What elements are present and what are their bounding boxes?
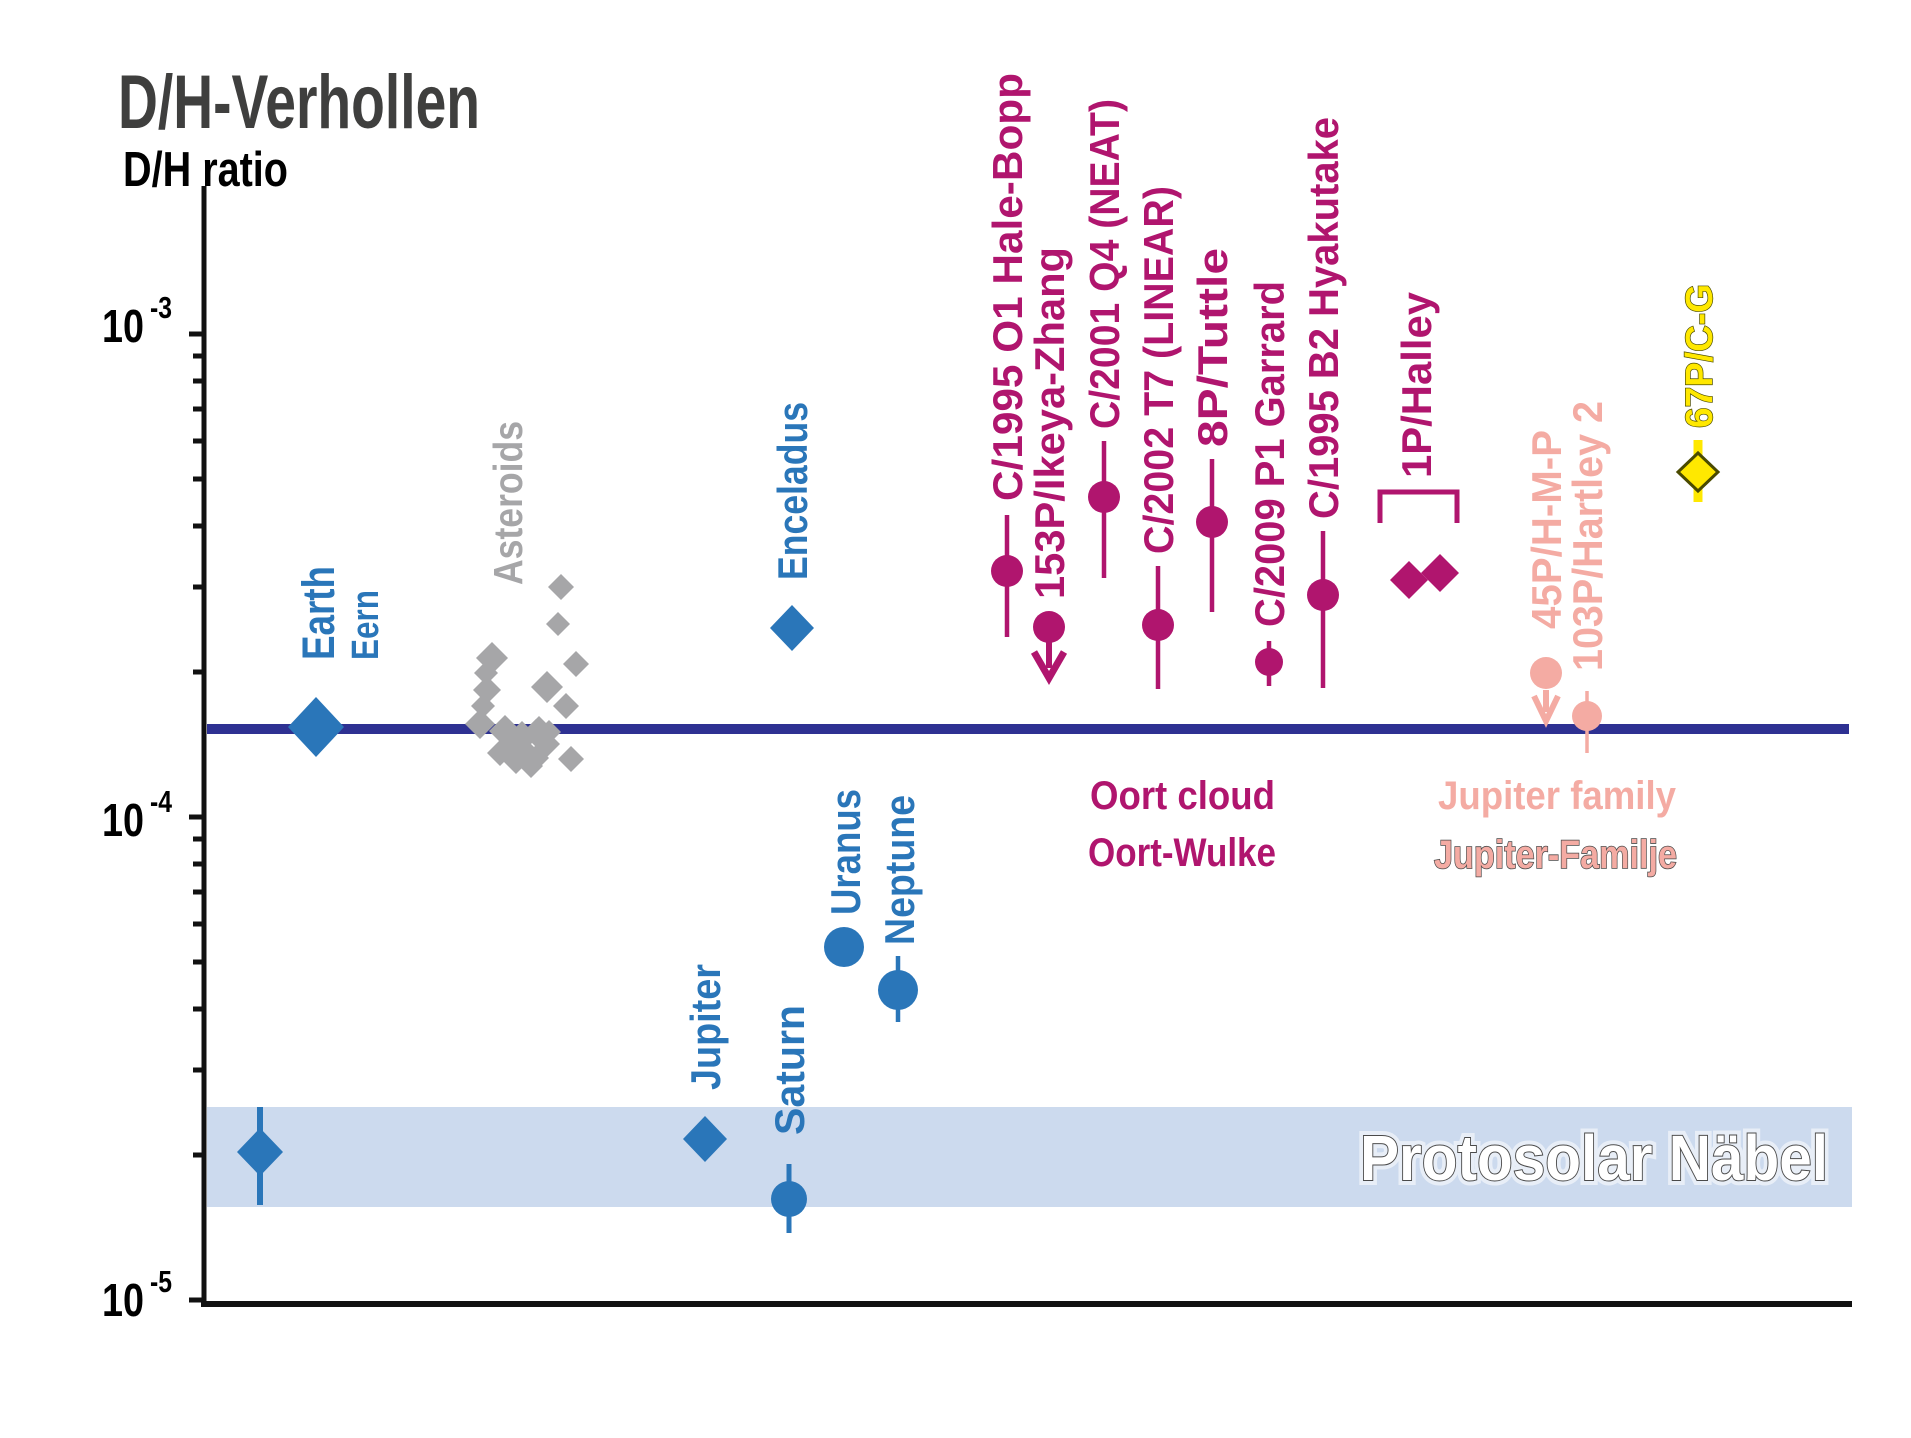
svg-text:10: 10	[102, 300, 144, 352]
svg-text:Oort cloud: Oort cloud	[1090, 774, 1275, 818]
svg-text:Oort-Wulke: Oort-Wulke	[1088, 831, 1276, 875]
svg-text:-4: -4	[150, 784, 173, 819]
svg-text:10: 10	[102, 794, 144, 846]
svg-text:Asteroids: Asteroids	[485, 421, 531, 585]
svg-text:1P/Halley: 1P/Halley	[1393, 291, 1440, 478]
svg-text:C/1995 B2 Hyakutake: C/1995 B2 Hyakutake	[1300, 117, 1347, 519]
svg-text:103P/Hartley 2: 103P/Hartley 2	[1564, 401, 1611, 671]
svg-text:Jupiter: Jupiter	[682, 964, 729, 1090]
svg-text:45P/H-M-P: 45P/H-M-P	[1523, 430, 1570, 629]
svg-text:67P/C-G: 67P/C-G	[1679, 284, 1721, 428]
svg-text:8P/Tuttle: 8P/Tuttle	[1189, 248, 1236, 447]
svg-text:10: 10	[102, 1274, 144, 1326]
svg-text:Protosolar Näbel: Protosolar Näbel	[1360, 1122, 1828, 1194]
svg-text:-5: -5	[150, 1264, 172, 1299]
svg-text:D/H ratio: D/H ratio	[123, 143, 288, 197]
svg-text:Neptune: Neptune	[876, 795, 923, 945]
svg-text:C/2009 P1 Garrard: C/2009 P1 Garrard	[1246, 281, 1293, 627]
svg-text:Protosolar Näbel: Protosolar Näbel	[1360, 1122, 1828, 1194]
svg-text:Enceladus: Enceladus	[769, 402, 816, 580]
svg-text:Jupiter family: Jupiter family	[1438, 774, 1677, 818]
svg-text:C/2002 T7 (LINEAR): C/2002 T7 (LINEAR)	[1135, 186, 1182, 554]
svg-text:C/1995 O1 Hale-Bopp: C/1995 O1 Hale-Bopp	[984, 73, 1031, 501]
svg-text:Earth: Earth	[293, 566, 344, 660]
svg-text:Uranus: Uranus	[822, 789, 869, 915]
svg-text:Jupiter-Familje: Jupiter-Familje	[1434, 833, 1677, 877]
svg-text:Eern: Eern	[345, 590, 387, 660]
svg-text:-3: -3	[150, 290, 172, 325]
svg-text:C/2001 Q4 (NEAT): C/2001 Q4 (NEAT)	[1081, 99, 1128, 429]
svg-text:D/H-Verhollen: D/H-Verhollen	[118, 60, 480, 145]
svg-text:Saturn: Saturn	[766, 1005, 813, 1135]
svg-text:153P/Ikeya-Zhang: 153P/Ikeya-Zhang	[1026, 247, 1073, 599]
